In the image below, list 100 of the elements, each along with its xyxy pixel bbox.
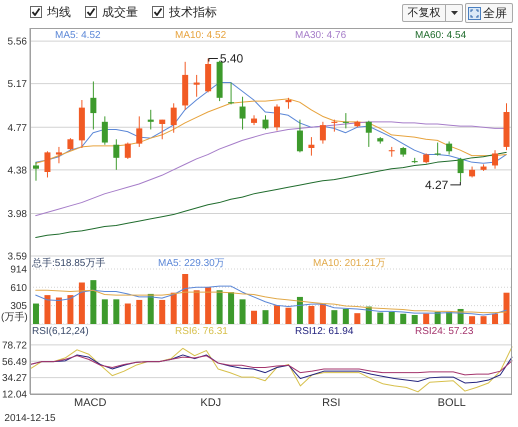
bar	[342, 308, 349, 324]
candlestick	[331, 119, 338, 132]
y-tick-label: 4.38	[8, 165, 28, 176]
bar	[124, 304, 131, 324]
y-tick-label: 4.77	[8, 122, 28, 134]
bar	[412, 314, 418, 324]
candlestick	[274, 104, 280, 132]
bar	[285, 308, 292, 324]
bar	[216, 290, 223, 324]
candlestick	[423, 152, 430, 164]
y-tick-label: 34.27	[2, 373, 28, 384]
chart-title: RSI(6,12,24)	[32, 326, 89, 338]
bar	[423, 314, 430, 324]
bar	[308, 306, 314, 324]
candlestick	[67, 138, 74, 151]
candlestick	[251, 114, 258, 126]
button: 全屏	[465, 3, 513, 23]
candlestick	[296, 119, 303, 153]
y-tick-label: 3.59	[8, 252, 28, 263]
bar	[492, 314, 498, 324]
annotation: 4.27	[425, 178, 449, 192]
bar	[274, 305, 280, 324]
y-tick-label: 5.17	[8, 79, 28, 90]
bar	[400, 314, 406, 324]
bar	[262, 310, 269, 324]
series-label: MA5: 229.30万	[158, 258, 225, 270]
bar	[377, 312, 384, 324]
candlestick	[113, 138, 120, 170]
y-tick-label: 305	[10, 301, 28, 312]
candlestick	[320, 121, 326, 144]
text: 均线	[47, 5, 71, 19]
bar	[480, 316, 487, 324]
y-tick-label: 5.56	[8, 36, 28, 48]
bar	[469, 316, 476, 324]
text: 技术指标	[169, 5, 217, 19]
candlestick	[32, 162, 39, 182]
y-tick-label: 610	[10, 282, 28, 294]
candlestick	[388, 146, 395, 158]
candlestick	[170, 102, 177, 134]
candlestick	[400, 146, 406, 158]
bar	[434, 312, 441, 324]
bar	[136, 300, 142, 324]
y-tick-label: 56.49	[2, 356, 28, 368]
line-series	[35, 152, 507, 238]
y-tick-label: 12.04	[2, 390, 28, 401]
bar	[67, 295, 74, 324]
text: 成交量	[102, 5, 138, 19]
bar	[90, 280, 96, 324]
y-tick-label: 3.98	[8, 209, 28, 220]
text: RSI	[322, 397, 340, 409]
dropdown: 不复权	[402, 4, 463, 22]
candlestick	[194, 74, 200, 98]
bar	[56, 298, 62, 324]
candlestick	[44, 150, 50, 178]
bar	[170, 292, 177, 324]
candlestick	[90, 80, 96, 130]
text: KDJ	[200, 397, 222, 409]
candlestick	[136, 116, 142, 148]
bar	[354, 313, 360, 324]
candlestick	[262, 114, 269, 130]
bar	[504, 292, 510, 324]
bar	[32, 304, 39, 324]
series-label: RSI6: 76.31	[175, 326, 228, 338]
candlestick	[124, 142, 131, 160]
candlestick	[469, 166, 476, 178]
y-tick-label: 78.72	[2, 340, 28, 352]
bar	[228, 292, 234, 324]
bar	[78, 282, 85, 324]
bar	[194, 290, 200, 324]
candlestick	[102, 116, 108, 146]
bar	[182, 274, 188, 324]
candlestick	[228, 82, 234, 105]
annotation: 5.40	[220, 52, 244, 66]
text: RSI24: 57.23	[415, 326, 474, 338]
line-series	[30, 355, 512, 376]
candlestick	[148, 109, 154, 130]
bar	[388, 312, 395, 324]
bar	[44, 295, 50, 324]
text: MA30: 4.76	[295, 30, 346, 42]
bar	[446, 312, 452, 324]
text: MA5: 4.52	[55, 30, 101, 42]
bar	[159, 300, 166, 324]
text: RSI12: 61.94	[295, 326, 354, 338]
candlestick	[434, 142, 441, 156]
y-tick-label: 914	[10, 264, 28, 276]
text: BOLL	[438, 397, 466, 409]
candlestick	[285, 97, 292, 110]
bar	[102, 299, 108, 324]
bar	[240, 299, 246, 324]
candlestick	[240, 96, 246, 130]
bar	[251, 310, 258, 324]
y-axis-title: (万手)	[1, 312, 28, 324]
bar	[331, 310, 338, 324]
candlestick	[492, 150, 498, 170]
x-tick-label: 2014-12-15	[4, 413, 56, 424]
bar	[148, 294, 154, 324]
bar	[113, 299, 120, 324]
bar	[205, 287, 212, 324]
text: MACD	[74, 397, 106, 409]
text: MA10: 201.21万	[313, 258, 386, 270]
